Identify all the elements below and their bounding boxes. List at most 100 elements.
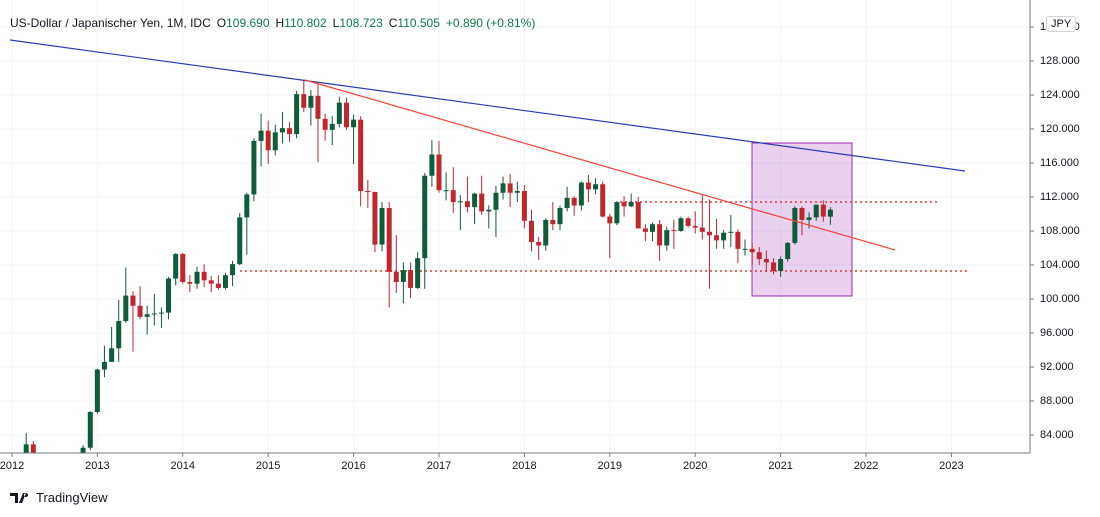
x-tick-label: 2017 xyxy=(427,460,451,472)
candle-body xyxy=(457,201,463,203)
candle-body xyxy=(315,95,321,119)
candle-body xyxy=(194,271,200,284)
y-tick-label: 128.000 xyxy=(1040,55,1080,67)
candle-body xyxy=(358,119,364,192)
candle-body xyxy=(742,248,748,250)
y-tick-label: 112.000 xyxy=(1040,191,1079,203)
candle-body xyxy=(778,259,784,271)
candle-body xyxy=(201,271,207,281)
y-tick-label: 84.000 xyxy=(1040,429,1074,441)
candle-body xyxy=(244,194,250,218)
y-tick-label: 124.000 xyxy=(1040,89,1080,101)
candle-body xyxy=(137,305,143,317)
candle-body xyxy=(279,128,285,133)
candle-body xyxy=(80,447,86,453)
y-tick-label: 108.000 xyxy=(1040,225,1080,237)
y-tick-label: 100.000 xyxy=(1040,293,1080,305)
candle-body xyxy=(379,208,385,245)
candle-body xyxy=(642,228,648,232)
candle-body xyxy=(301,94,307,108)
y-tick-label: 120.000 xyxy=(1040,123,1080,135)
candle-body xyxy=(464,201,470,208)
candle-body xyxy=(657,224,663,246)
candle-body xyxy=(372,191,378,245)
trend-line-long xyxy=(9,39,966,172)
candle-body xyxy=(386,208,392,272)
candle-body xyxy=(706,231,712,236)
candle-body xyxy=(173,253,179,279)
candle-body xyxy=(763,259,769,263)
candle-body xyxy=(101,361,107,370)
candle-body xyxy=(635,202,641,229)
candle-body xyxy=(66,483,71,487)
ohlc-value: 108.723 xyxy=(339,16,383,30)
candle-body xyxy=(678,218,684,231)
ohlc-value: 110.802 xyxy=(284,16,327,30)
candle-body xyxy=(87,412,93,448)
candle-body xyxy=(443,190,449,192)
candle-body xyxy=(714,235,720,241)
x-tick-label: 2014 xyxy=(171,460,195,472)
x-tick-label: 2018 xyxy=(512,460,536,472)
candle-body xyxy=(607,216,613,224)
x-tick-label: 2021 xyxy=(768,460,792,472)
candle-body xyxy=(578,182,584,206)
x-tick-label: 2012 xyxy=(0,460,24,472)
candle-body xyxy=(258,130,264,141)
y-tick-label: 92.000 xyxy=(1040,361,1074,373)
x-tick-label: 2013 xyxy=(85,460,109,472)
ohlc-key: O xyxy=(216,16,227,30)
candle-body xyxy=(628,202,634,207)
x-tick-label: 2020 xyxy=(683,460,707,472)
legend: US-Dollar / Japanischer Yen, 1M, IDC O109… xyxy=(10,16,535,30)
candle-body xyxy=(393,271,399,282)
y-tick-label: 96.000 xyxy=(1040,327,1074,339)
candle-body xyxy=(685,218,691,226)
candle-body xyxy=(187,281,193,284)
candle-body xyxy=(550,219,556,225)
candle-body xyxy=(564,197,570,209)
candle-body xyxy=(351,119,357,128)
change: +0.890 (+0.81%) xyxy=(445,16,536,30)
symbol-title: US-Dollar / Japanischer Yen, 1M, IDC xyxy=(10,16,211,30)
candle-body xyxy=(806,217,812,220)
candle-body xyxy=(813,204,819,218)
x-tick-label: 2016 xyxy=(341,460,365,472)
candle-body xyxy=(621,202,627,207)
candle-body xyxy=(123,295,129,322)
candle-body xyxy=(721,232,727,241)
candle-body xyxy=(820,204,826,217)
y-tick-label: 88.000 xyxy=(1040,395,1074,407)
candle-body xyxy=(585,182,591,190)
candle-body xyxy=(74,471,79,487)
x-tick-label: 2019 xyxy=(598,460,622,472)
candle-body xyxy=(500,183,506,193)
candle-body xyxy=(343,102,349,128)
y-tick-label: 104.000 xyxy=(1040,259,1080,271)
candle-body xyxy=(735,231,741,249)
candle-body xyxy=(287,128,293,135)
ohlc-key: H xyxy=(275,16,285,30)
candle-body xyxy=(109,348,115,362)
candle-body xyxy=(422,175,428,259)
candle-body xyxy=(699,227,705,232)
candle-body xyxy=(365,191,371,193)
candle-body xyxy=(265,130,271,151)
candle-body xyxy=(429,154,435,176)
candle-body xyxy=(756,252,762,260)
candle-body xyxy=(52,471,57,485)
candle-body xyxy=(94,369,100,413)
candle-body xyxy=(785,242,791,260)
candle-body xyxy=(180,253,186,282)
candle-body xyxy=(38,471,43,484)
candle-body xyxy=(799,208,805,220)
candle-body xyxy=(792,208,798,243)
currency-badge[interactable]: JPY xyxy=(1046,16,1077,32)
candle-body xyxy=(664,230,670,246)
candle-body xyxy=(543,219,549,246)
candle-body xyxy=(408,270,414,288)
candle-body xyxy=(158,312,164,314)
candle-body xyxy=(230,264,236,276)
